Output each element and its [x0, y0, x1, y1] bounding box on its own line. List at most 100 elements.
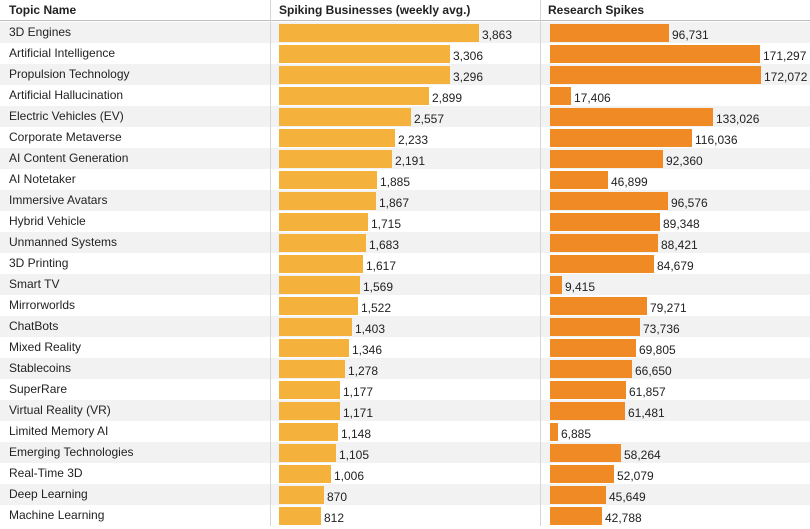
business-value-label: 1,885 [380, 175, 411, 189]
research-bar [550, 66, 761, 84]
topic-name: Emerging Technologies [9, 445, 134, 459]
table-row: Propulsion Technology 3,296 172,072 [0, 64, 810, 85]
research-bar [550, 213, 660, 231]
research-bar [550, 234, 658, 252]
topic-name: AI Notetaker [9, 172, 76, 186]
table-row: Virtual Reality (VR) 1,171 61,481 [0, 400, 810, 421]
topic-name: SuperRare [9, 382, 68, 396]
business-bar [279, 507, 321, 525]
table-row: Mixed Reality 1,346 69,805 [0, 337, 810, 358]
research-bar [550, 276, 562, 294]
research-bar [550, 465, 614, 483]
topic-name: Unmanned Systems [9, 235, 118, 249]
research-value-label: 89,348 [663, 217, 700, 231]
topic-name: Machine Learning [9, 508, 105, 522]
research-value-label: 17,406 [574, 91, 611, 105]
research-bar [550, 150, 663, 168]
topic-name: Smart TV [9, 277, 60, 291]
research-value-label: 96,731 [672, 28, 709, 42]
business-bar [279, 360, 345, 378]
topic-name: Electric Vehicles (EV) [9, 109, 124, 123]
table-row: SuperRare 1,177 61,857 [0, 379, 810, 400]
research-bar [550, 423, 558, 441]
topic-name: Deep Learning [9, 487, 88, 501]
topic-name: Propulsion Technology [9, 67, 130, 81]
table-row: Unmanned Systems 1,683 88,421 [0, 232, 810, 253]
research-value-label: 61,481 [628, 406, 665, 420]
research-bar [550, 507, 602, 525]
research-bar [550, 108, 713, 126]
business-value-label: 1,683 [369, 238, 400, 252]
topic-name: Limited Memory AI [9, 424, 109, 438]
business-bar [279, 24, 479, 42]
research-bar [550, 360, 632, 378]
business-value-label: 1,569 [363, 280, 394, 294]
table-row: Machine Learning 812 42,788 [0, 505, 810, 526]
business-bar [279, 318, 352, 336]
table-row: Limited Memory AI 1,148 6,885 [0, 421, 810, 442]
research-bar [550, 87, 571, 105]
business-bar [279, 297, 358, 315]
table-row: Corporate Metaverse 2,233 116,036 [0, 127, 810, 148]
research-value-label: 45,649 [609, 490, 646, 504]
business-value-label: 1,403 [355, 322, 386, 336]
topic-name: Artificial Hallucination [9, 88, 124, 102]
table-row: Hybrid Vehicle 1,715 89,348 [0, 211, 810, 232]
business-bar [279, 276, 360, 294]
business-value-label: 1,715 [371, 217, 402, 231]
table-row: Emerging Technologies 1,105 58,264 [0, 442, 810, 463]
table-row: Immersive Avatars 1,867 96,576 [0, 190, 810, 211]
research-bar [550, 255, 654, 273]
topic-name: 3D Engines [9, 25, 72, 39]
business-value-label: 1,105 [339, 448, 370, 462]
business-bar [279, 255, 363, 273]
header-underline [0, 20, 810, 21]
business-value-label: 1,278 [348, 364, 379, 378]
research-value-label: 52,079 [617, 469, 654, 483]
business-bar [279, 213, 368, 231]
research-bar [550, 297, 647, 315]
business-value-label: 2,191 [395, 154, 426, 168]
business-bar [279, 234, 366, 252]
business-value-label: 1,006 [334, 469, 365, 483]
business-value-label: 3,296 [453, 70, 484, 84]
research-value-label: 9,415 [565, 280, 596, 294]
business-bar [279, 465, 331, 483]
business-bar [279, 192, 376, 210]
research-value-label: 66,650 [635, 364, 672, 378]
research-bar [550, 171, 608, 189]
topic-name: Hybrid Vehicle [9, 214, 86, 228]
table-row: AI Content Generation 2,191 92,360 [0, 148, 810, 169]
business-bar [279, 486, 324, 504]
table-row: Smart TV 1,569 9,415 [0, 274, 810, 295]
business-bar [279, 108, 411, 126]
table-row: Artificial Intelligence 3,306 171,297 [0, 43, 810, 64]
research-value-label: 92,360 [666, 154, 703, 168]
business-value-label: 1,522 [361, 301, 392, 315]
business-value-label: 3,306 [453, 49, 484, 63]
table-row: Artificial Hallucination 2,899 17,406 [0, 85, 810, 106]
table-row: AI Notetaker 1,885 46,899 [0, 169, 810, 190]
research-value-label: 88,421 [661, 238, 698, 252]
topic-name: 3D Printing [9, 256, 69, 270]
business-bar [279, 339, 349, 357]
business-value-label: 870 [327, 490, 348, 504]
business-bar [279, 45, 450, 63]
topic-name: Virtual Reality (VR) [9, 403, 111, 417]
research-bar [550, 339, 636, 357]
research-value-label: 96,576 [671, 196, 708, 210]
topic-name: Real-Time 3D [9, 466, 83, 480]
research-value-label: 6,885 [561, 427, 592, 441]
topic-name: Corporate Metaverse [9, 130, 122, 144]
table-row: Real-Time 3D 1,006 52,079 [0, 463, 810, 484]
header-topic-name: Topic Name [9, 3, 77, 17]
business-value-label: 1,177 [343, 385, 374, 399]
topic-name: Mirrorworlds [9, 298, 75, 312]
research-value-label: 116,036 [695, 133, 738, 147]
business-bar [279, 129, 395, 147]
research-bar [550, 381, 626, 399]
topic-name: AI Content Generation [9, 151, 129, 165]
research-value-label: 73,736 [643, 322, 680, 336]
research-value-label: 79,271 [650, 301, 687, 315]
research-bar [550, 192, 668, 210]
